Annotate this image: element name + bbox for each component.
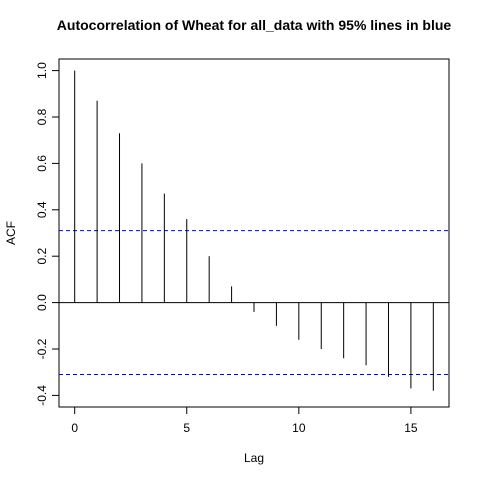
x-axis-label: Lag [244, 451, 264, 465]
y-tick-label: -0.2 [35, 338, 49, 359]
y-tick-label: 1.0 [35, 62, 49, 79]
y-tick-label: 0.4 [35, 201, 49, 218]
y-tick-label: -0.4 [35, 385, 49, 406]
y-axis: -0.4 -0.2 0.0 0.2 0.4 0.6 0.8 1.0 [35, 62, 60, 406]
acf-bars [74, 70, 434, 391]
x-tick-label: 0 [71, 421, 78, 435]
x-tick-label: 15 [404, 421, 418, 435]
x-tick-label: 10 [292, 421, 306, 435]
chart-title: Autocorrelation of Wheat for all_data wi… [57, 17, 452, 33]
y-tick-label: 0.6 [35, 155, 49, 172]
x-axis: 0 5 10 15 [71, 406, 418, 435]
y-tick-label: 0.2 [35, 248, 49, 265]
y-tick-label: 0.0 [35, 294, 49, 311]
x-tick-label: 5 [183, 421, 190, 435]
plot-frame [58, 58, 450, 408]
confidence-lines [59, 230, 449, 376]
y-axis-label: ACF [4, 221, 18, 245]
y-tick-label: 0.8 [35, 108, 49, 125]
